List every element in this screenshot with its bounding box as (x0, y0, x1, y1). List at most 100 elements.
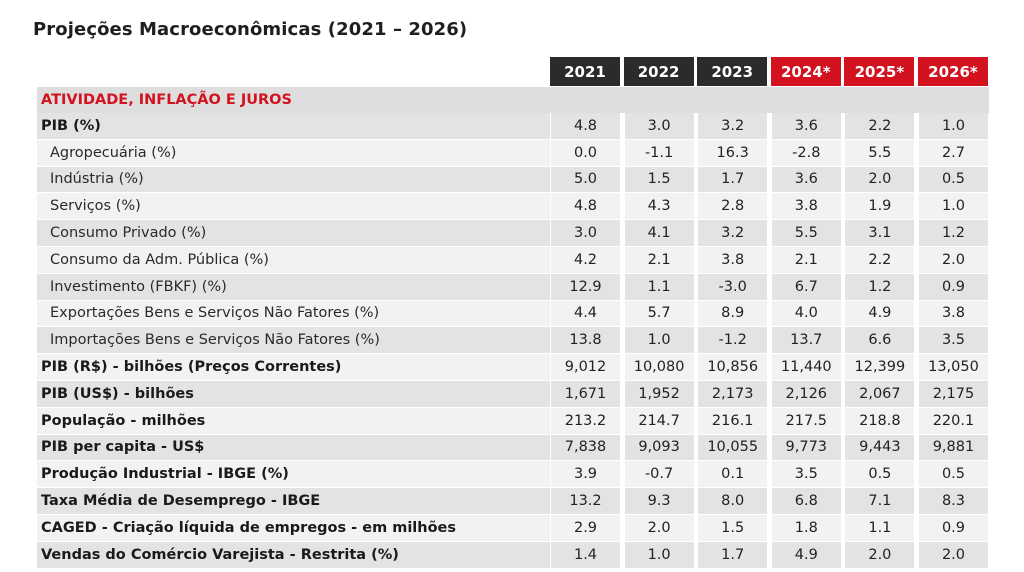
table-row: Exportações Bens e Serviços Não Fatores … (37, 300, 989, 328)
table-cell: 4.9 (844, 300, 915, 327)
table-cell: 218.8 (844, 407, 915, 434)
table-cell: 6.7 (770, 273, 841, 300)
row-label: Consumo da Adm. Pública (%) (37, 246, 550, 273)
table-cell: 4.3 (623, 193, 694, 220)
table-cell: 1.0 (623, 327, 694, 354)
table-cell: 3.8 (697, 246, 768, 273)
table-cell: 2.0 (917, 541, 988, 568)
table-cell: 214.7 (623, 407, 694, 434)
table-cell: 2.0 (917, 246, 988, 273)
table-cell: 1.1 (844, 514, 915, 541)
table-cell: 2.0 (623, 514, 694, 541)
table-cell: 8.9 (697, 300, 768, 327)
table-cell: 4.1 (623, 220, 694, 246)
table-row: PIB per capita - US$ 7,838 9,093 10,055 9,77… (37, 434, 989, 462)
table-row: Investimento (FBKF) (%) 12.9 1.1 -3.0 6.7 1.2… (37, 273, 989, 301)
table-cell: 7.1 (844, 488, 915, 514)
row-label: Agropecuária (%) (37, 139, 550, 166)
section-heading: ATIVIDADE, INFLAÇÃO E JUROS (37, 87, 989, 113)
table-cell: 0.5 (917, 166, 988, 193)
table-cell: 217.5 (770, 407, 841, 434)
row-label: Consumo Privado (%) (37, 220, 550, 246)
table-cell: 2.8 (697, 193, 768, 220)
table-row: População - milhões 213.2 214.7 216.1 217.5 2… (37, 407, 989, 435)
table-row: PIB (R$) - bilhões (Preços Correntes) 9,0… (37, 354, 989, 381)
projections-table: 2021 2022 2023 2024* 2025* 2026* ATIVIDA… (37, 57, 989, 569)
table-row: Importações Bens e Serviços Não Fatores … (37, 327, 989, 355)
table-cell: 6.6 (844, 327, 915, 354)
table-cell: 9,012 (550, 354, 620, 380)
table-cell: 2.2 (844, 246, 915, 273)
table-cell: 2.1 (770, 246, 841, 273)
table-cell: 4.8 (550, 193, 620, 220)
table-cell: 220.1 (917, 407, 988, 434)
table-cell: 9,773 (770, 434, 841, 461)
table-cell: 1.5 (623, 166, 694, 193)
table-header: 2021 2022 2023 2024* 2025* 2026* (37, 57, 989, 86)
row-label: CAGED - Criação líquida de empregos - em… (37, 514, 550, 541)
table-cell: 1.4 (550, 541, 620, 568)
table-cell: 3.2 (697, 220, 768, 246)
row-label: Produção Industrial - IBGE (%) (37, 461, 550, 488)
table-cell: 0.1 (697, 461, 768, 488)
table-cell: 3.8 (917, 300, 988, 327)
table-cell: 1.5 (697, 514, 768, 541)
row-label: PIB (US$) - bilhões (37, 380, 550, 407)
table-cell: 2,067 (844, 380, 915, 407)
table-cell: 213.2 (550, 407, 620, 434)
table-cell: 1.8 (770, 514, 841, 541)
table-cell: 1.7 (697, 166, 768, 193)
table-cell: -3.0 (697, 273, 768, 300)
table-cell: 4.8 (550, 113, 620, 139)
table-cell: 0.9 (917, 273, 988, 300)
table-cell: 3.6 (770, 113, 841, 139)
table-cell: 11,440 (770, 354, 841, 380)
row-label: PIB (R$) - bilhões (Preços Correntes) (37, 354, 550, 380)
year-header-projected: 2026* (917, 57, 988, 86)
table-cell: 3.0 (550, 220, 620, 246)
table-row: Agropecuária (%) 0.0 -1.1 16.3 -2.8 5.5 2.7 (37, 139, 989, 167)
table-cell: 13,050 (917, 354, 988, 380)
row-label: Importações Bens e Serviços Não Fatores … (37, 327, 550, 354)
table-cell: 0.0 (550, 139, 620, 166)
table-cell: 8.0 (697, 488, 768, 514)
table-cell: 3.0 (623, 113, 694, 139)
table-cell: 2.0 (844, 166, 915, 193)
table-cell: 4.4 (550, 300, 620, 327)
row-label: População - milhões (37, 407, 550, 434)
table-row: Indústria (%) 5.0 1.5 1.7 3.6 2.0 0.5 (37, 166, 989, 194)
table-cell: -2.8 (770, 139, 841, 166)
table-cell: 1.9 (844, 193, 915, 220)
table-cell: 9.3 (623, 488, 694, 514)
table-cell: 1.7 (697, 541, 768, 568)
table-cell: 2,173 (697, 380, 768, 407)
table-cell: 1,952 (623, 380, 694, 407)
table-cell: 1,671 (550, 380, 620, 407)
table-cell: -1.2 (697, 327, 768, 354)
table-cell: 2,175 (917, 380, 988, 407)
table-body: PIB (%) 4.8 3.0 3.2 3.6 2.2 1.0 Agropecuária (%… (37, 113, 989, 569)
table-row: Taxa Média de Desemprego - IBGE 13.2 9.3 8.… (37, 488, 989, 515)
table-cell: 5.7 (623, 300, 694, 327)
table-cell: 1.1 (623, 273, 694, 300)
row-label: Vendas do Comércio Varejista - Restrita … (37, 541, 550, 568)
table-cell: 2.9 (550, 514, 620, 541)
year-header: 2023 (697, 57, 768, 86)
row-label: Indústria (%) (37, 166, 550, 193)
table-cell: 1.2 (844, 273, 915, 300)
table-cell: 13.2 (550, 488, 620, 514)
table-row: Serviços (%) 4.8 4.3 2.8 3.8 1.9 1.0 (37, 193, 989, 221)
table-cell: 7,838 (550, 434, 620, 461)
table-cell: 3.2 (697, 113, 768, 139)
row-label: Serviços (%) (37, 193, 550, 220)
table-cell: -0.7 (623, 461, 694, 488)
table-cell: 9,093 (623, 434, 694, 461)
row-label: Investimento (FBKF) (%) (37, 273, 550, 300)
table-cell: 9,443 (844, 434, 915, 461)
table-cell: 1.0 (623, 541, 694, 568)
table-cell: 12.9 (550, 273, 620, 300)
table-cell: 2,126 (770, 380, 841, 407)
table-cell: 4.0 (770, 300, 841, 327)
table-cell: 10,080 (623, 354, 694, 380)
table-cell: 6.8 (770, 488, 841, 514)
